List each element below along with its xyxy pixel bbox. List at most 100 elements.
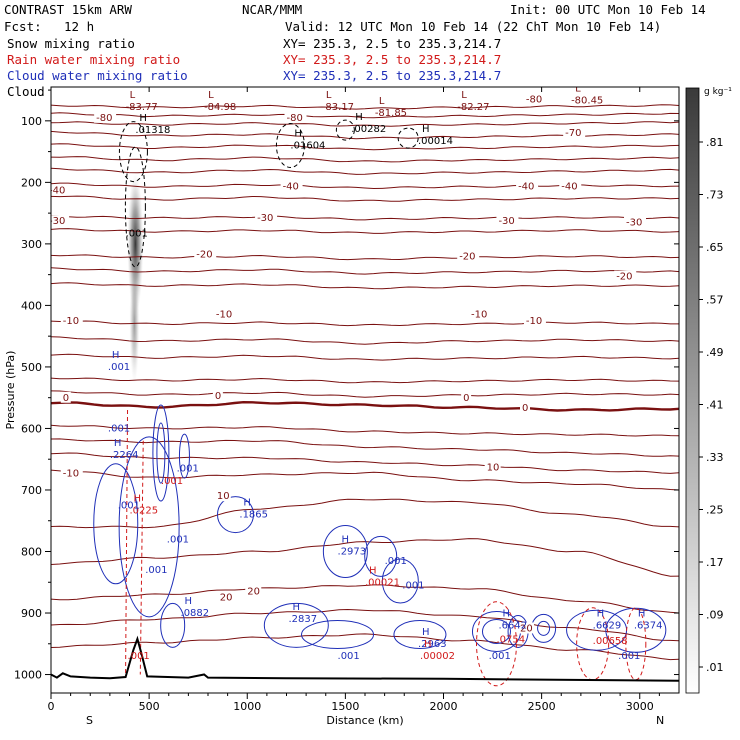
temp-label-22: 0: [522, 403, 528, 414]
extremum-marker-17: H: [292, 602, 300, 613]
temp-label-25: 10: [487, 462, 500, 473]
y-tick-label-1: 200: [21, 176, 42, 189]
temp-label-24: 10: [217, 491, 230, 502]
extremum-marker-6: H: [139, 113, 147, 124]
contour-label-6: .001: [385, 556, 407, 567]
temp-label-26: 20: [220, 593, 233, 604]
temp-label-bg-1: [284, 111, 307, 123]
extremum-value-20: .6642: [498, 620, 527, 631]
extremum-value-9: .00014: [418, 136, 453, 147]
extremum-marker-10: H: [114, 438, 122, 449]
extremum-marker-11: H: [112, 350, 120, 361]
rain-contour-shaft-a: [125, 409, 129, 675]
contour-label-1: .001: [118, 500, 140, 511]
isotherm-4: [51, 143, 679, 151]
contour-label-0: .001: [108, 424, 130, 435]
extremum-marker-14: H: [342, 535, 350, 546]
temp-label-bg-7: [559, 180, 582, 192]
contour-label-8: .001: [489, 651, 511, 662]
extremum-value-24: .00658: [593, 636, 628, 647]
x-tick-label-3: 1500: [331, 700, 359, 713]
extremum-marker-8: H: [355, 112, 363, 123]
extremum-marker-1: L: [208, 90, 214, 101]
cloud-contour-2: [156, 422, 166, 484]
cloud-contour-6: [216, 496, 254, 534]
extremum-value-7: .01604: [290, 141, 325, 152]
extremum-value-4: -82.27: [457, 102, 489, 113]
temp-label-2: -80: [526, 94, 542, 105]
temp-label-bg-3: [563, 127, 586, 139]
y-tick-label-8: 900: [21, 607, 42, 620]
init-label: Init: 00 UTC Mon 10 Feb 14: [510, 2, 706, 17]
colorbar-tick-label-9: .09: [706, 609, 724, 622]
temperature-labels: -80 -80 -80 -70 -40 -40 -40 -40 -30 -30 -30 -30 -20 -…: [49, 93, 647, 634]
extremum-value-6: .01318: [135, 125, 170, 136]
contour-labels: .001.001.001.001.001.001.001.001.001.001…: [108, 229, 641, 663]
y-tick-label-5: 600: [21, 422, 42, 435]
rain-contour-shaft-b: [139, 440, 144, 675]
x-tick-label-6: 3000: [626, 700, 654, 713]
colorbar-tick-label-0: .81: [706, 136, 724, 149]
extremum-value-22: .6374: [634, 620, 663, 631]
isotherm-24: [51, 498, 679, 529]
y-tick-label-9: 1000: [14, 669, 42, 682]
extremum-marker-15: H: [369, 565, 377, 576]
legend-xy-0: XY= 235.3, 2.5 to 235.3,214.7: [283, 36, 501, 51]
cloud-ice-shading: [127, 173, 144, 384]
fcst-label: Fcst:: [4, 19, 42, 34]
cloud-contour-3: [178, 433, 190, 479]
x-tick-label-1: 500: [139, 700, 160, 713]
isotherm-16: [51, 353, 679, 361]
isotherm-9: [51, 215, 679, 221]
temp-label-17: -10: [471, 310, 487, 321]
isotherm-11: [51, 254, 679, 261]
temp-label-23: -10: [63, 468, 79, 479]
isotherm-10: [51, 228, 679, 234]
y-tick-label-2: 300: [21, 238, 42, 251]
temp-label-bg-0: [94, 111, 117, 123]
colorbar-ticks: .81 .73 .65 .57 .49 .41 .33 .25 .17 .09 .01: [699, 136, 724, 674]
extremum-value-5: -80.45: [571, 96, 603, 107]
legend-entry-2: Cloud water mixing ratio: [7, 68, 188, 83]
extremum-marker-22: H: [638, 608, 646, 619]
extremum-value-17: .2837: [288, 614, 317, 625]
extremum-marker-5: L: [575, 84, 581, 95]
y-tick-label-3: 400: [21, 299, 42, 312]
y-tick-label-0: 100: [21, 115, 42, 128]
extremum-value-8: .00282: [351, 124, 386, 135]
extremum-value-14: .2973: [338, 547, 367, 558]
isotherm-25: [51, 538, 679, 577]
isotherm-19: [51, 400, 679, 412]
center-label: NCAR/MMM: [242, 2, 302, 17]
extremum-value-0: -83.77: [126, 102, 158, 113]
x-tick-label-5: 2500: [528, 700, 556, 713]
colorbar-tick-label-7: .25: [706, 504, 724, 517]
isotherm-12: [51, 267, 679, 275]
extremum-marker-9: H: [422, 124, 430, 135]
colorbar-tick-label-5: .41: [706, 399, 724, 412]
colorbar-tick-label-1: .73: [706, 189, 724, 202]
extremum-value-13: .1865: [239, 510, 268, 521]
extremum-value-1: -84.98: [204, 102, 236, 113]
temp-label-bg-22: [520, 402, 530, 414]
temp-label-bg-14: [614, 270, 637, 282]
legend-xy-1: XY= 235.3, 2.5 to 235.3,214.7: [283, 52, 501, 67]
temp-label-4: -40: [49, 185, 65, 196]
cloud-contour-5: [118, 436, 180, 618]
isotherm-13: [51, 282, 679, 290]
cloud-contour-8: [364, 535, 398, 577]
temp-label-bg-15: [60, 314, 83, 326]
temp-label-bg-8: [51, 215, 70, 227]
extremum-value-12: .0225: [130, 505, 159, 516]
temp-label-13: -20: [459, 251, 475, 262]
rain-contour-3: [625, 607, 647, 681]
temp-label-bg-26: [217, 591, 234, 603]
temp-label-5: -40: [283, 182, 299, 193]
y-tick-label-4: 500: [21, 361, 42, 374]
ice-plume-tail: [129, 263, 140, 384]
temp-label-bg-12: [194, 248, 217, 260]
contour-label-10: .001: [161, 476, 183, 487]
contour-label-12: .001: [126, 229, 148, 240]
isotherm-15: [51, 336, 679, 345]
